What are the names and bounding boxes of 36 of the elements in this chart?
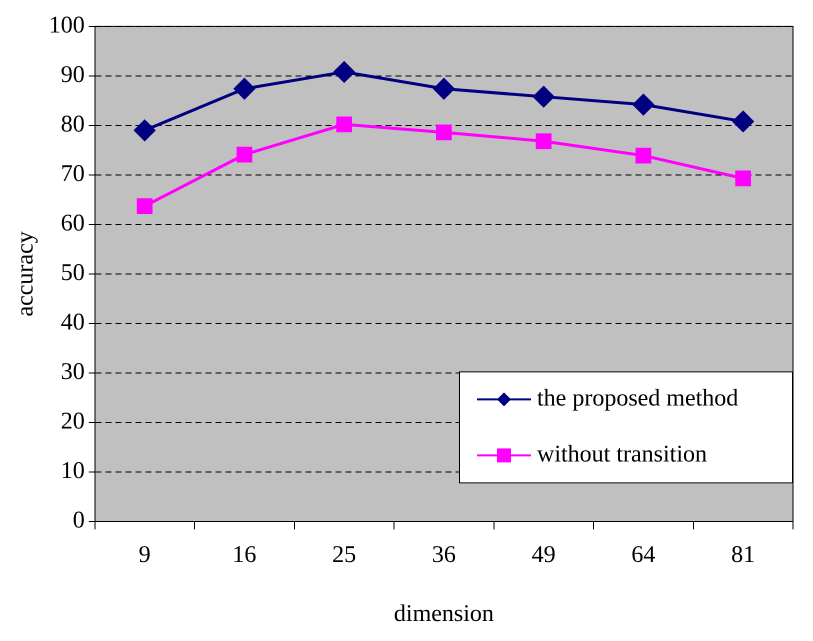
x-tick-label: 16	[232, 542, 256, 568]
point	[636, 148, 652, 164]
x-tick-label: 25	[332, 542, 356, 568]
x-tick-label: 9	[138, 542, 151, 568]
y-tick-label: 20	[60, 408, 85, 435]
point	[433, 78, 454, 100]
legend-label: the proposed method	[537, 386, 738, 412]
x-tick-label: 49	[532, 542, 556, 568]
point	[334, 61, 355, 82]
point	[632, 94, 654, 116]
y-tick-label: 10	[60, 458, 85, 484]
point	[536, 133, 552, 150]
point	[136, 198, 153, 214]
point	[236, 146, 252, 162]
y-tick-label: 90	[60, 62, 85, 88]
x-tick-label: 36	[432, 542, 456, 568]
point	[336, 116, 352, 132]
y-tick-label: 0	[72, 508, 85, 534]
point	[234, 78, 255, 100]
point	[134, 120, 156, 141]
point	[732, 110, 754, 132]
x-tick-label: 81	[731, 542, 756, 568]
y-tick-label: 70	[60, 161, 85, 188]
y-axis-title: accuracy	[12, 231, 39, 317]
point	[735, 170, 751, 186]
y-tick-label: 40	[60, 310, 85, 336]
x-tick-label: 64	[631, 542, 656, 568]
point	[436, 124, 452, 140]
y-tick-label: 60	[60, 210, 85, 237]
legend-label: without transition	[537, 442, 707, 468]
y-tick-label: 30	[60, 359, 85, 386]
point	[533, 86, 554, 108]
y-tick-label: 80	[60, 112, 85, 138]
y-tick-label: 100	[48, 12, 85, 39]
x-axis-title: dimension	[394, 600, 494, 627]
y-tick-label: 50	[60, 260, 85, 286]
